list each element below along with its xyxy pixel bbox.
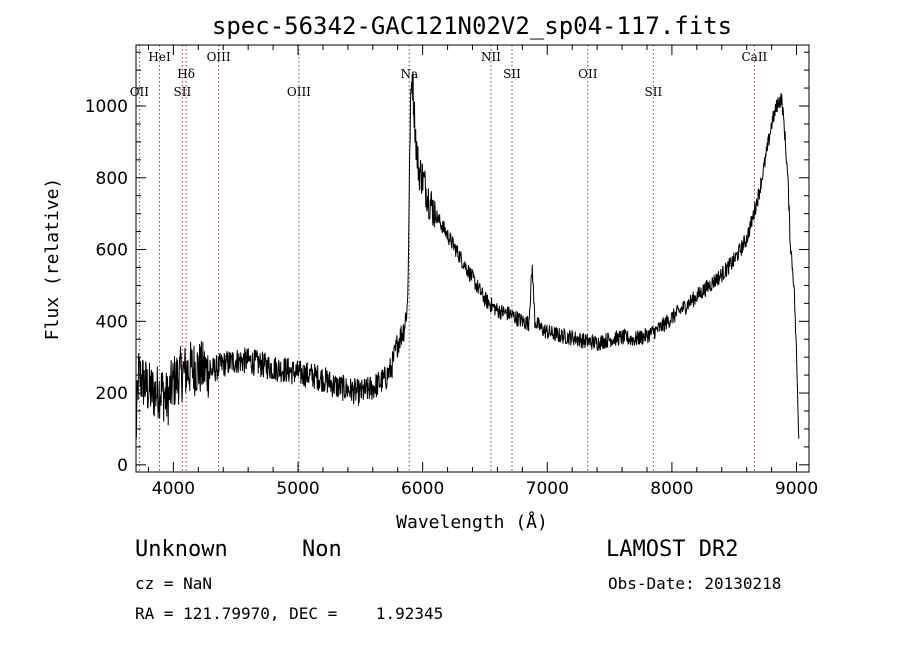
x-tick-label-5: 9000 (775, 479, 818, 499)
y-tick-label-3: 600 (96, 241, 128, 261)
spectrum-layer (135, 72, 800, 439)
survey-name: LAMOST DR2 (606, 537, 739, 562)
line-label-11: CaII (741, 50, 767, 64)
line-label-10: SII (644, 85, 662, 99)
plot-frame (135, 44, 810, 473)
y-tick-label-1: 200 (96, 384, 128, 404)
chart-title: spec-56342-GAC121N02V2_sp04-117.fits (212, 12, 732, 40)
y-tick-label-2: 400 (96, 312, 128, 332)
x-tick-label-0: 4000 (152, 479, 195, 499)
line-label-8: SII (503, 67, 521, 81)
spectrum-series-0 (135, 72, 800, 439)
x-axis-label: Wavelength (Å) (396, 511, 548, 533)
line-label-4: OIII (207, 50, 231, 64)
line-label-7: NII (481, 50, 501, 64)
x-tick-label-2: 6000 (401, 479, 444, 499)
coordinates: RA = 121.79970, DEC = 1.92345 (135, 604, 444, 623)
observation-date: Obs-Date: 20130218 (608, 574, 782, 593)
axes-layer: 4000 5000 6000 7000 8000 9000 0 200 400 600 800 100… (85, 44, 818, 499)
y-axis-label: Flux (relative) (42, 178, 63, 341)
line-label-0: OII (130, 85, 150, 99)
x-tick-label-3: 7000 (526, 479, 569, 499)
object-class: Unknown (135, 537, 228, 562)
line-label-6: Na (400, 67, 418, 81)
line-label-2: SII (174, 85, 192, 99)
object-subclass: Non (302, 537, 342, 562)
y-tick-label-5: 1000 (85, 97, 128, 117)
y-tick-label-0: 0 (117, 456, 128, 476)
x-tick-label-4: 8000 (650, 479, 693, 499)
line-label-9: OII (578, 67, 598, 81)
line-label-5: OIII (287, 85, 311, 99)
redshift-value: cz = NaN (135, 574, 213, 593)
y-tick-label-4: 800 (96, 169, 128, 189)
line-label-1: HeI (148, 50, 171, 64)
line-label-3: Hδ (177, 67, 195, 81)
x-tick-label-1: 5000 (276, 479, 319, 499)
